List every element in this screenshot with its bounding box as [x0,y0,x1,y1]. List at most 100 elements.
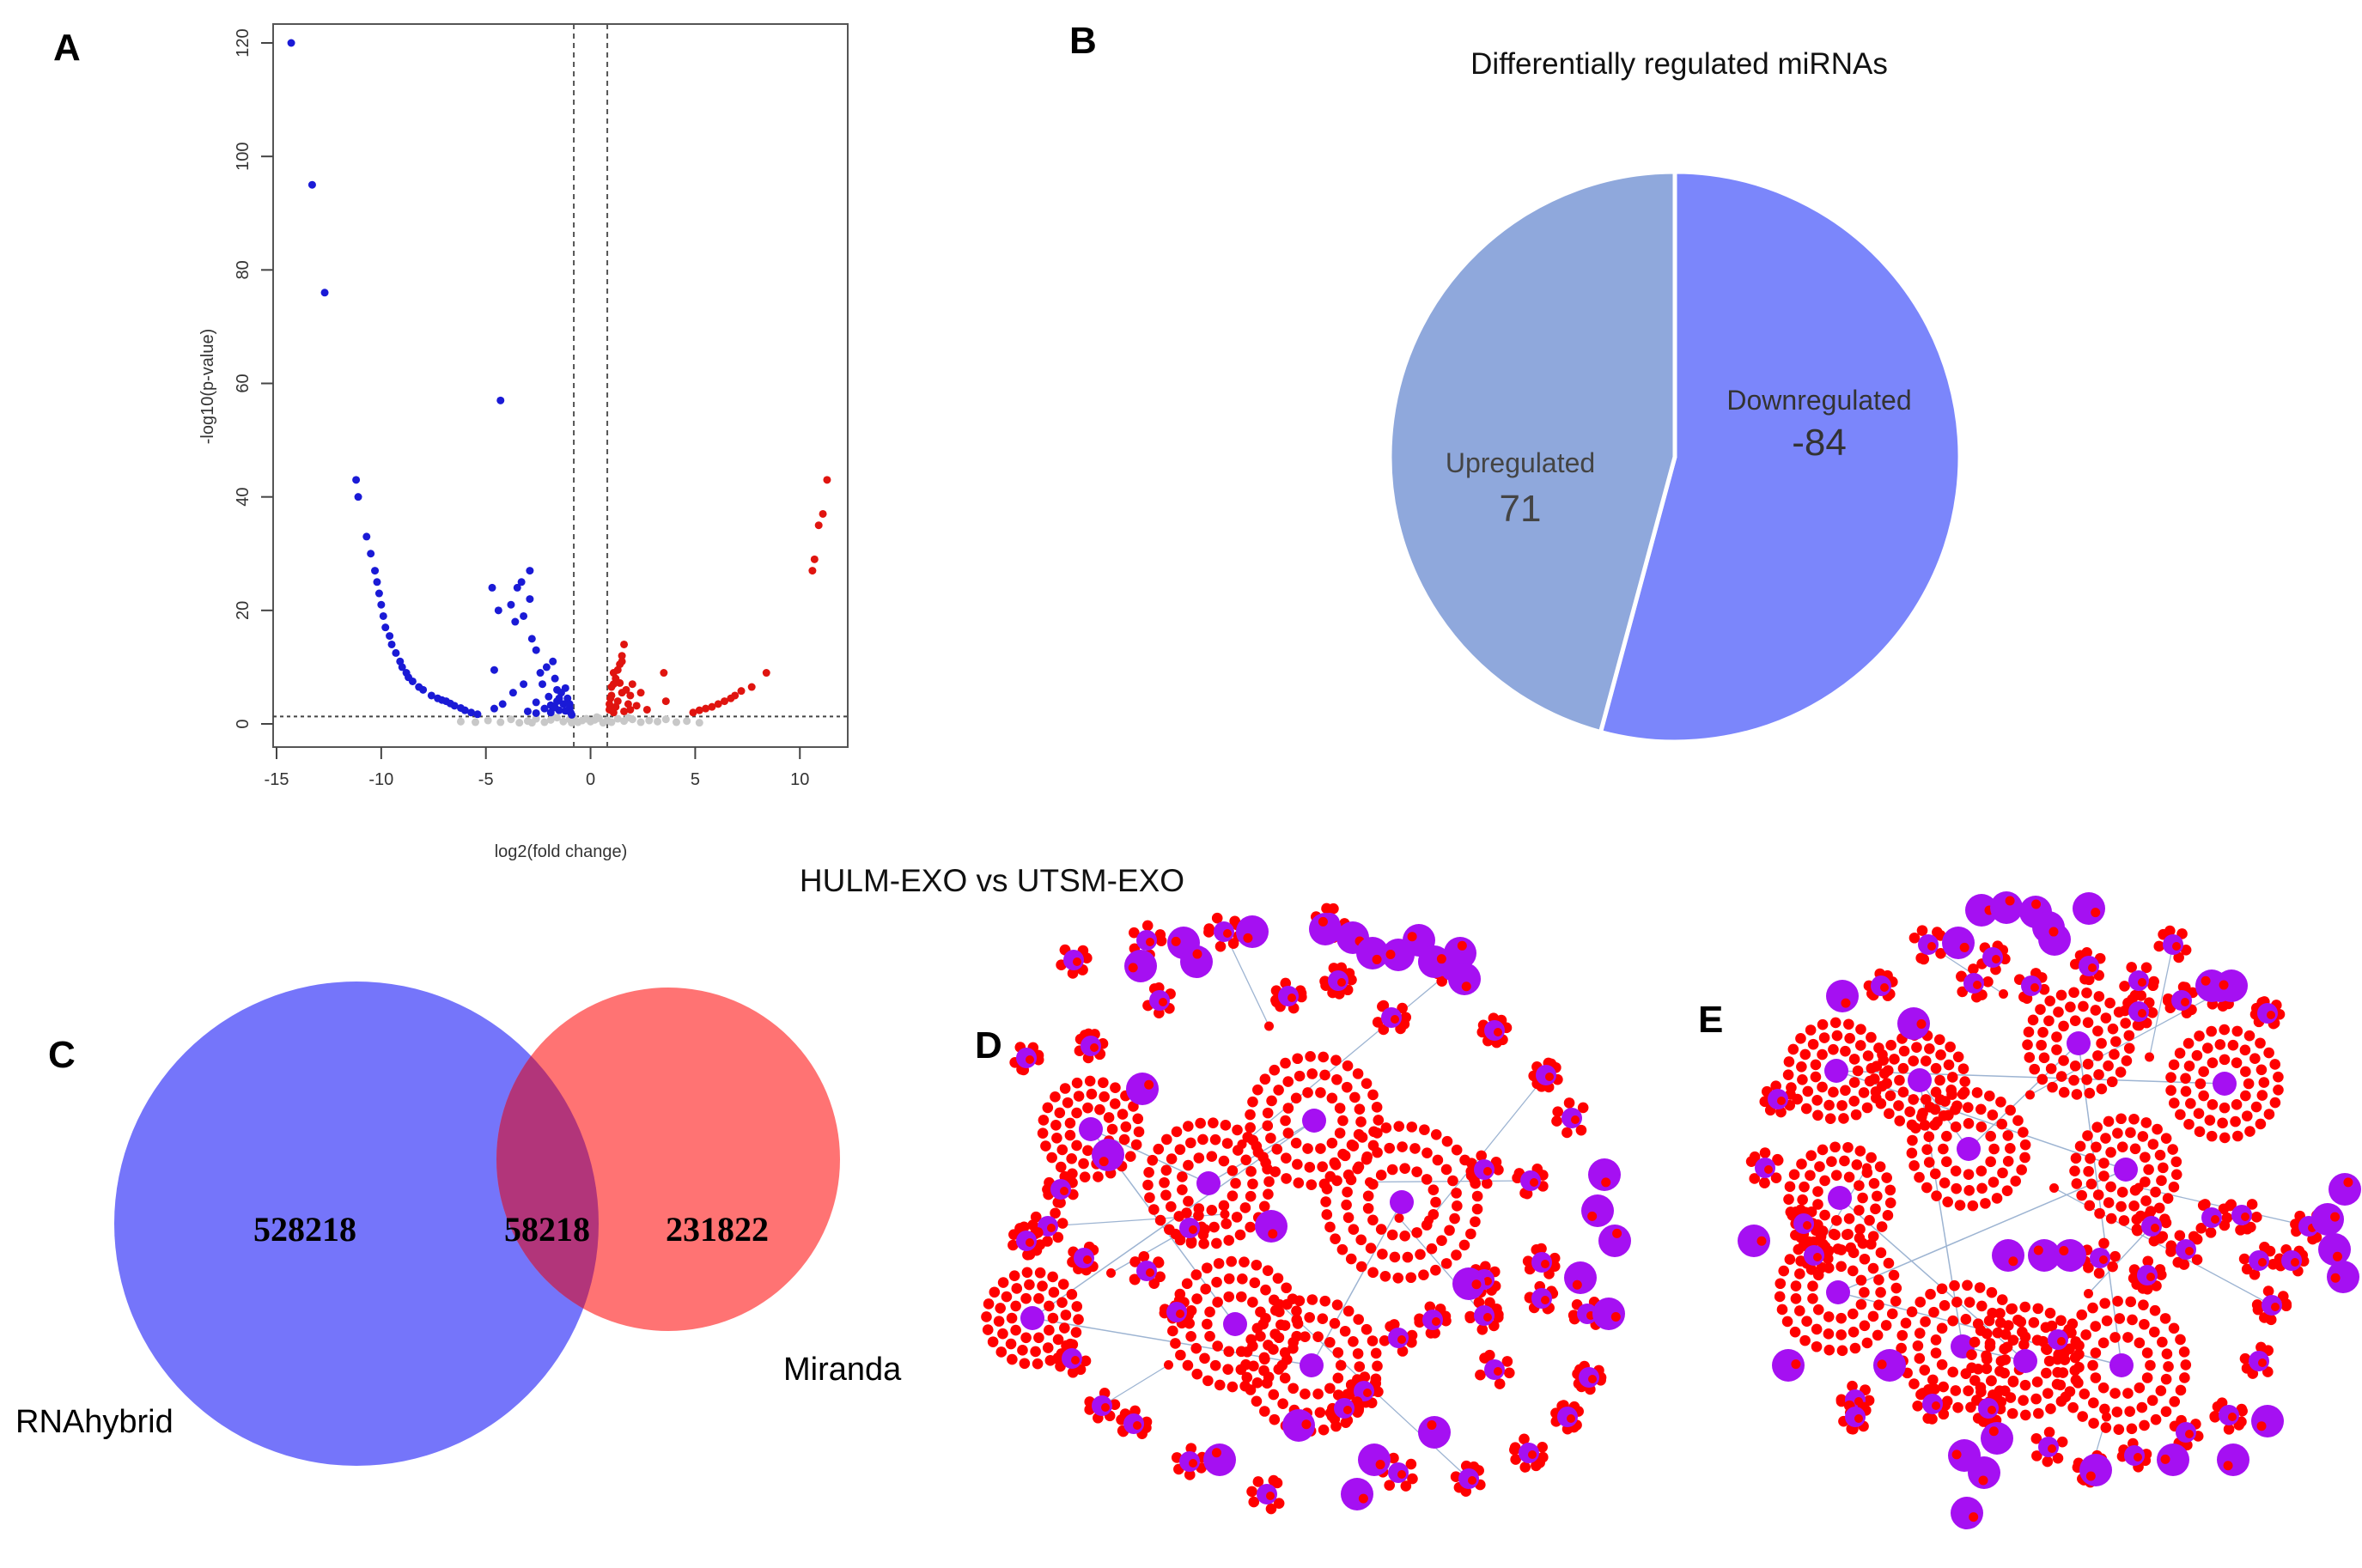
network-target-node [2076,1189,2087,1201]
pie-value-upregulated: 71 [1500,488,1542,530]
volcano-point-not-significant [559,717,568,726]
network-target-node [2031,899,2042,909]
network-target-node [1315,1143,1326,1154]
network-mirna-node [1418,1416,1451,1449]
volcano-plot-frame [272,23,849,748]
network-target-node [1426,1243,1438,1255]
network-target-node [2051,1044,2062,1055]
network-target-node [1510,1454,1521,1465]
network-target-node [1170,1338,1181,1349]
network-target-node [1458,1239,1470,1251]
network-target-node [2032,1303,2044,1315]
network-target-node [1046,1152,1057,1164]
network-target-node [2087,1359,2098,1371]
network-target-node [2109,1388,2121,1399]
network-target-node [1436,954,1446,964]
network-target-node [1281,1173,1292,1184]
network-target-node [1817,1144,1829,1156]
network-target-node [1304,1162,1316,1173]
network-target-node [1451,1188,1462,1199]
network-target-node [1411,1227,1422,1238]
network-mirna-node [1309,913,1342,945]
network-target-node [2269,1097,2281,1109]
network-mirna-node [1126,1073,1159,1105]
network-target-node [1857,1192,1868,1204]
network-target-node [2045,1063,2057,1074]
network-target-node [1756,1236,1767,1246]
network-target-node [1985,1156,1996,1168]
network-target-node [1934,1074,1945,1086]
network-target-node [1817,1238,1829,1250]
network-target-node [1784,1254,1796,1265]
volcano-point-down [398,663,406,672]
network-target-node [2088,963,2097,972]
volcano-point-up [689,708,697,717]
network-target-node [2140,1176,2151,1188]
network-target-node [1509,1442,1521,1453]
network-target-node [2126,1423,2138,1435]
network-target-node [1066,1289,1078,1300]
network-mirna-node [1588,1158,1621,1191]
network-target-node [1484,1297,1495,1309]
network-target-node [1378,1024,1390,1036]
network-target-node [1200,1283,1211,1295]
network-target-node [1999,989,2008,999]
network-target-node [1144,1192,1155,1203]
volcano-point-up [661,697,670,706]
network-target-node [1206,1205,1218,1216]
network-target-node [1154,929,1166,940]
network-target-node [1117,1109,1129,1120]
network-target-node [1059,1322,1070,1334]
network-target-node [2006,1303,2018,1315]
network-target-node [2205,1227,2217,1238]
volcano-point-down [460,706,469,714]
volcano-point-down [490,665,498,674]
volcano-point-up [620,707,629,715]
network-target-node [1103,1112,1115,1123]
network-target-node [1190,1342,1202,1354]
network-target-node [1319,1069,1330,1081]
network-target-node [2093,1267,2105,1279]
volcano-point-up [747,683,756,691]
network-target-node [1288,994,1296,1002]
network-mirna-node [1180,945,1213,978]
network-target-node [1828,1086,1839,1098]
network-target-node [2069,958,2081,970]
network-target-node [2168,1097,2180,1109]
network-target-node [1995,1396,2007,1407]
network-target-node [1951,1182,1963,1194]
network-target-node [1452,1200,1463,1212]
network-target-node [1047,1224,1056,1232]
network-target-node [1867,1231,1879,1243]
network-target-node [995,1303,1006,1314]
network-target-node [1519,1462,1531,1473]
network-target-node [1924,1042,1935,1054]
network-target-node [1222,1364,1233,1375]
network-target-node [2204,1115,2216,1126]
network-target-node [2103,1060,2114,1072]
network-target-node [1920,1055,1932,1067]
network-target-node [1810,1071,1822,1083]
network-target-node [1363,1389,1372,1397]
network-target-node [1026,1238,1034,1247]
network-target-node [1954,1200,1966,1211]
network-target-node [1355,1261,1367,1273]
volcano-threshold-lines [273,24,848,747]
network-target-node [2087,1302,2098,1314]
volcano-point-down [320,289,329,297]
network-target-node [1875,1247,1887,1259]
network-target-node [2112,1127,2123,1139]
volcano-point-not-significant [661,715,670,724]
network-target-node [2048,1444,2056,1453]
network-target-node [1011,1283,1023,1294]
network-target-node [1201,1262,1213,1273]
network-target-node [1436,1235,1447,1246]
network-target-node [1400,1480,1412,1492]
network-target-node [1951,1297,1963,1308]
network-target-node [982,1324,994,1335]
network-target-node [1855,1298,1867,1310]
network-target-node [1330,1159,1342,1170]
network-edge [1428,1074,1547,1221]
network-target-node [1202,1318,1213,1330]
network-target-node [1266,1095,1277,1107]
